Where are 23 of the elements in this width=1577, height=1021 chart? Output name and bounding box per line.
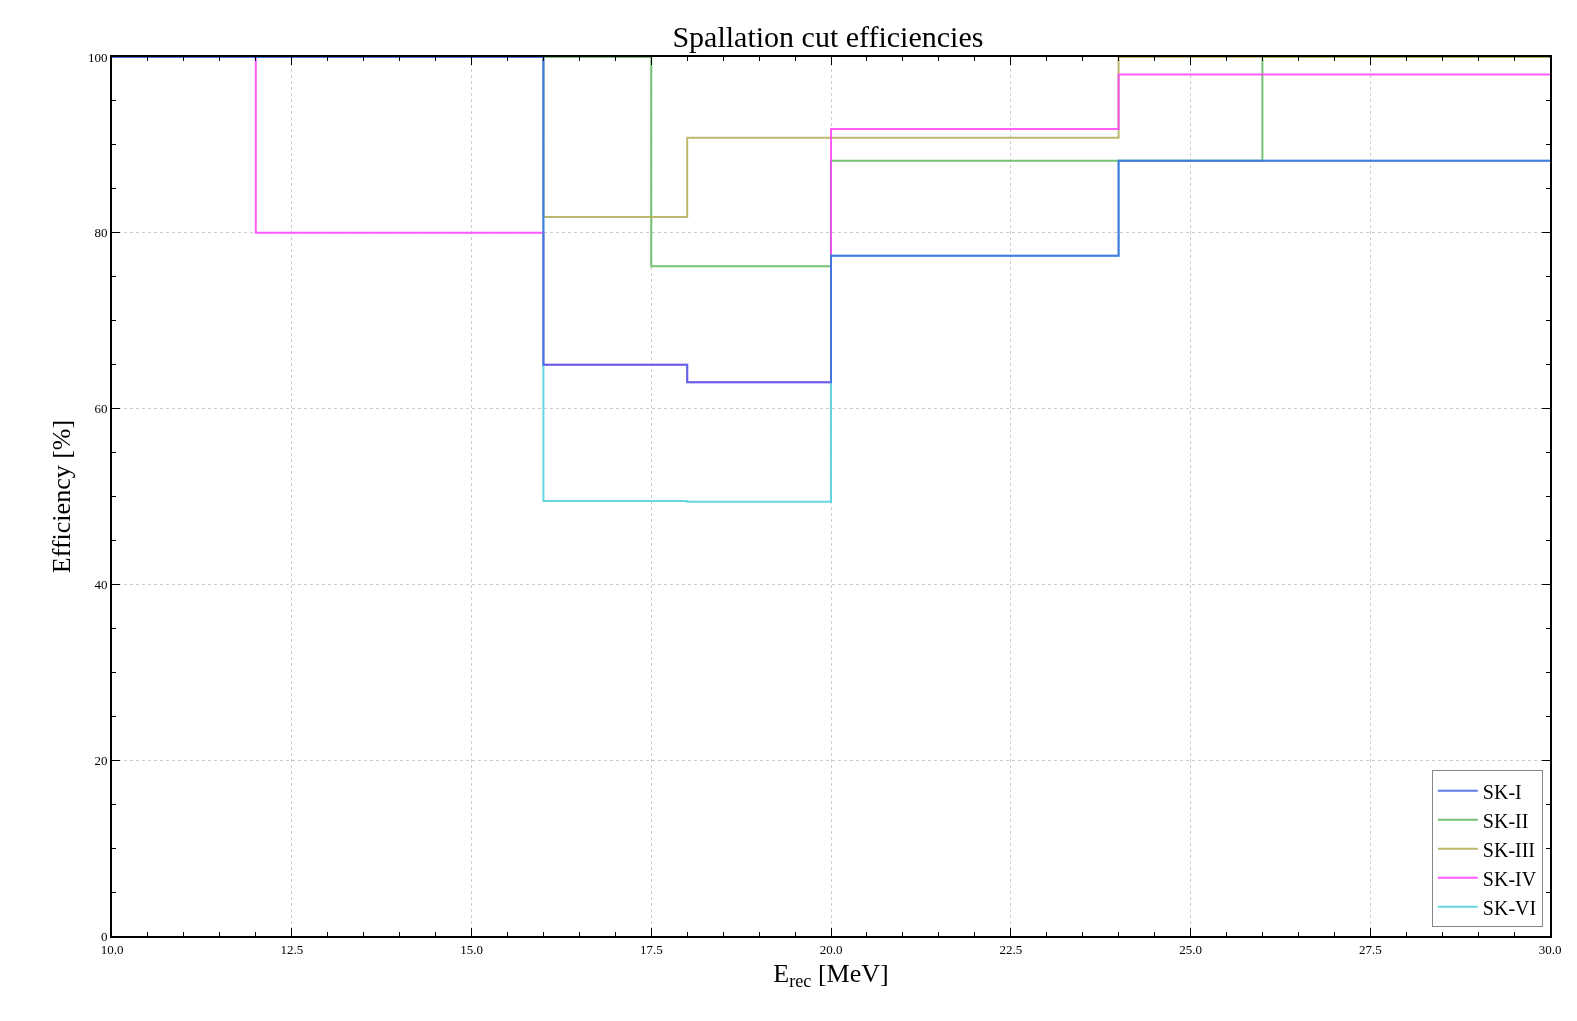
x-tick-label: 10.0 [100, 941, 124, 957]
x-tick-label: 30.0 [1538, 941, 1562, 957]
x-tick-label: 15.0 [460, 941, 483, 957]
y-tick-label: 0 [100, 928, 108, 944]
x-axis-title: E$_{rec}$ [MeV] [773, 958, 889, 992]
legend-label: SK-VI [1482, 896, 1537, 919]
x-tick-label: 27.5 [1358, 941, 1382, 957]
x-tick-label: 22.5 [999, 941, 1023, 957]
y-tick-label: 100 [87, 49, 108, 65]
y-tick-label: 60 [94, 401, 108, 417]
y-tick-label: 20 [94, 752, 108, 768]
y-tick-label: 80 [94, 225, 108, 241]
y-axis-title: Efficiency [%] [46, 419, 76, 574]
x-tick-label: 17.5 [639, 941, 663, 957]
legend-label: SK-IV [1482, 867, 1537, 890]
y-tick-label: 40 [94, 576, 108, 592]
legend-label: SK-III [1482, 838, 1536, 861]
x-tick-label: 12.5 [280, 941, 304, 957]
legend-label: SK-II [1482, 809, 1529, 832]
x-tick-label: 25.0 [1179, 941, 1202, 957]
chart-title: Spallation cut efficiencies [672, 19, 984, 53]
x-tick-label: 20.0 [819, 941, 843, 957]
legend-label: SK-I [1482, 780, 1522, 803]
